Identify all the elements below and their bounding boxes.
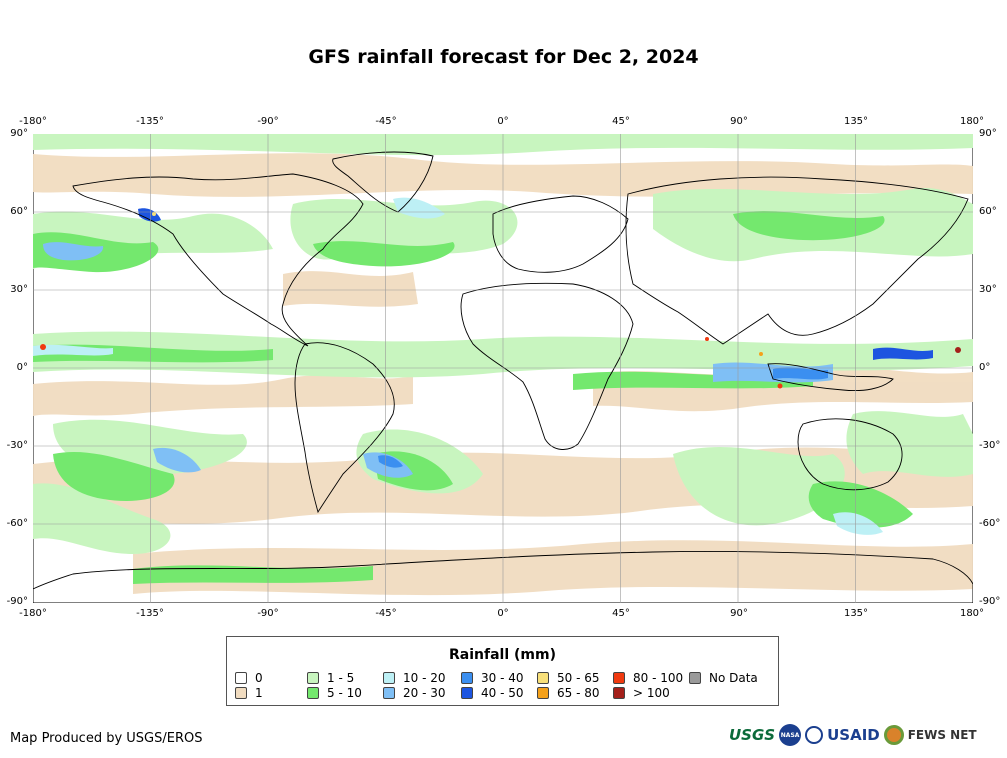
- greenland-outline: [332, 151, 434, 213]
- lat-tick-right: 60°: [979, 206, 997, 217]
- legend-swatch: [461, 672, 473, 684]
- legend-swatch: [307, 687, 319, 699]
- legend-item: 65 - 80: [537, 686, 600, 700]
- map-title: GFS rainfall forecast for Dec 2, 2024: [308, 46, 699, 68]
- legend-swatch: [383, 672, 395, 684]
- legend-item: 1: [235, 686, 263, 700]
- graticule: [33, 134, 973, 603]
- usgs-logo: USGS: [729, 726, 776, 744]
- legend-label: 5 - 10: [327, 686, 362, 700]
- lat-tick-right: -90°: [979, 596, 1001, 607]
- legend-label: > 100: [633, 686, 670, 700]
- legend-item: 30 - 40: [461, 671, 524, 685]
- lon-tick-bottom: 180°: [959, 608, 985, 619]
- lon-tick-top: 180°: [959, 116, 985, 127]
- africa-outline: [460, 282, 634, 450]
- legend-item: 50 - 65: [537, 671, 600, 685]
- lon-tick-top: 0°: [497, 116, 509, 127]
- lon-tick-top: 90°: [730, 116, 748, 127]
- legend-title: Rainfall (mm): [449, 647, 556, 663]
- legend-item: 20 - 30: [383, 686, 446, 700]
- lat-tick-left: 60°: [10, 206, 28, 217]
- indonesia-outline: [767, 363, 894, 391]
- partner-logos: USGS NASA USAID FEWS NET: [729, 724, 977, 746]
- legend-label: 50 - 65: [557, 671, 600, 685]
- australia-outline: [797, 418, 903, 491]
- legend-item: 10 - 20: [383, 671, 446, 685]
- legend-swatch: [235, 672, 247, 684]
- legend-label: 20 - 30: [403, 686, 446, 700]
- legend-item: No Data: [689, 671, 758, 685]
- legend-swatch: [383, 687, 395, 699]
- lat-tick-left: 0°: [16, 362, 28, 373]
- legend-item: 0: [235, 671, 263, 685]
- fews-net-icon: [883, 725, 904, 745]
- fews-net-logo: FEWS NET: [907, 728, 977, 742]
- antarctica-outline: [33, 551, 973, 603]
- rain-heavy-spots: [40, 212, 961, 389]
- legend-label: 65 - 80: [557, 686, 600, 700]
- nasa-logo: NASA: [779, 724, 802, 746]
- legend-item: > 100: [613, 686, 670, 700]
- lon-tick-bottom: 45°: [612, 608, 630, 619]
- legend-swatch: [689, 672, 701, 684]
- lon-tick-top: -180°: [19, 116, 47, 127]
- lon-tick-bottom: -45°: [375, 608, 397, 619]
- legend-label: No Data: [709, 671, 758, 685]
- usaid-logo: USAID: [827, 726, 880, 744]
- map-credit: Map Produced by USGS/EROS: [10, 731, 203, 746]
- legend-swatch: [307, 672, 319, 684]
- legend-swatch: [537, 672, 549, 684]
- lon-tick-bottom: -90°: [257, 608, 279, 619]
- asia-outline: [625, 176, 969, 345]
- lat-tick-right: -60°: [979, 518, 1001, 529]
- legend-label: 1: [255, 686, 263, 700]
- lat-tick-right: -30°: [979, 440, 1001, 451]
- legend-swatch: [613, 687, 625, 699]
- legend-label: 40 - 50: [481, 686, 524, 700]
- lat-tick-left: -30°: [6, 440, 28, 451]
- lon-tick-top: -135°: [136, 116, 164, 127]
- lon-tick-top: -90°: [257, 116, 279, 127]
- lat-tick-left: 30°: [10, 284, 28, 295]
- usaid-seal-icon: [805, 726, 824, 744]
- legend-label: 80 - 100: [633, 671, 684, 685]
- legend-item: 5 - 10: [307, 686, 362, 700]
- lon-tick-bottom: 135°: [843, 608, 869, 619]
- legend-label: 10 - 20: [403, 671, 446, 685]
- legend-swatch: [613, 672, 625, 684]
- lat-tick-left: 90°: [10, 128, 28, 139]
- lat-tick-right: 0°: [979, 362, 991, 373]
- legend-label: 30 - 40: [481, 671, 524, 685]
- lat-tick-left: -90°: [6, 596, 28, 607]
- lon-tick-bottom: 90°: [730, 608, 748, 619]
- rainfall-map[interactable]: [33, 134, 973, 603]
- lon-tick-bottom: -135°: [136, 608, 164, 619]
- lon-tick-bottom: 0°: [497, 608, 509, 619]
- legend-swatch: [461, 687, 473, 699]
- legend-item: 80 - 100: [613, 671, 683, 685]
- south-america-outline: [294, 342, 395, 514]
- legend-swatch: [537, 687, 549, 699]
- lat-tick-left: -60°: [6, 518, 28, 529]
- legend-label: 0: [255, 671, 263, 685]
- legend-label: 1 - 5: [327, 671, 355, 685]
- legend-item: 1 - 5: [307, 671, 354, 685]
- lat-tick-right: 30°: [979, 284, 997, 295]
- lon-tick-top: -45°: [375, 116, 397, 127]
- lon-tick-top: 135°: [843, 116, 869, 127]
- north-america-outline: [72, 173, 364, 347]
- legend-swatch: [235, 687, 247, 699]
- rain-30-50mm-areas: [138, 208, 933, 468]
- lon-tick-top: 45°: [612, 116, 630, 127]
- lon-tick-bottom: -180°: [19, 608, 47, 619]
- europe-outline: [492, 195, 629, 273]
- legend-item: 40 - 50: [461, 686, 524, 700]
- lat-tick-right: 90°: [979, 128, 997, 139]
- continents: [33, 151, 973, 603]
